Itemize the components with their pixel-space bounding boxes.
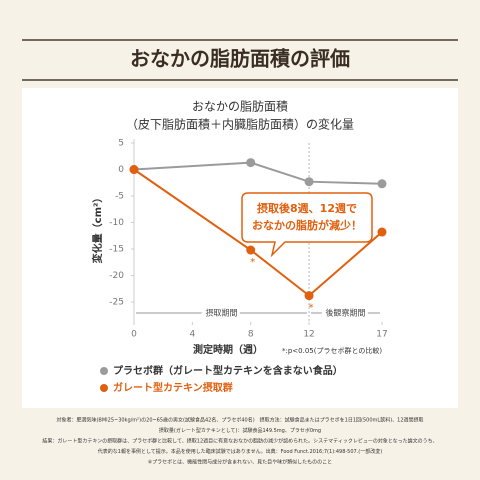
y-tick-label: -15	[109, 245, 124, 255]
legend-label: ガレート型カテキン摂取群	[113, 381, 233, 394]
x-axis-label: 測定時期（週）	[193, 343, 263, 356]
y-tick-label: 5	[118, 139, 124, 149]
footnote: 対象者：肥満気味(BMI25~30kg/m²)の20~65歳の男女(試験食品42…	[56, 417, 423, 424]
data-point	[377, 179, 387, 189]
x-tick-label: 0	[131, 330, 137, 340]
data-point	[377, 227, 387, 237]
period-label: 摂取期間	[206, 308, 238, 318]
x-tick-label: 4	[189, 330, 195, 340]
footnote: 代表的な1報を事例として提示。本品を使用した臨床試験ではありません。出典：Foo…	[98, 448, 382, 455]
footnote: 摂取量(ガレート型カテキンとして)：試験食品149.5mg、プラセボ0mg	[159, 427, 321, 434]
chart-panel	[22, 88, 458, 408]
series-line	[133, 168, 383, 297]
data-point	[246, 245, 256, 255]
callout-text: おなかの脂肪が減少！	[252, 218, 362, 232]
callout-text: 摂取後8週、12週で	[257, 201, 357, 215]
y-tick-label: -25	[109, 298, 124, 308]
callout-box	[241, 192, 373, 258]
data-point	[304, 177, 314, 187]
x-tick-label: 8	[248, 330, 254, 340]
legend-marker	[100, 384, 108, 392]
legend-marker	[100, 367, 108, 375]
y-tick-label: -20	[109, 271, 124, 281]
data-point	[246, 158, 256, 168]
footnotes: 対象者：肥満気味(BMI25~30kg/m²)の20~65歳の男女(試験食品42…	[42, 417, 437, 466]
y-tick-label: -10	[109, 218, 124, 228]
footnote: 結果：ガレート型カテキンの摂取群は、プラセボ群と比較して、摂取12週目に有意なお…	[42, 438, 437, 445]
series-line	[133, 161, 383, 185]
data-point	[304, 291, 314, 301]
x-tick-label: 12	[303, 330, 314, 340]
significance-mark: *	[309, 303, 314, 314]
plot: 5 0 -5 -10 -15 -20 -25 0 4 8 12 17 摂取期間 後観察期間 摂取後8週、12…	[100, 139, 388, 394]
significance-note: *:p<0.05(プラセボ群との比較)	[282, 346, 382, 355]
y-tick-label: -5	[115, 192, 124, 202]
data-point	[129, 165, 139, 174]
chart-title: おなかの脂肪面積	[192, 99, 288, 114]
chart-subtitle: （皮下脂肪面積＋内臓脂肪面積）の変化量	[126, 117, 354, 132]
period-label: 後観察期間	[326, 308, 366, 318]
y-axis-label: 変化量（cm²）	[91, 193, 104, 264]
y-tick-label: 0	[118, 165, 124, 175]
footnote: ※プラセボとは、機能性関与成分が含まれない、見た目や味が類似したもののこと	[148, 459, 332, 466]
significance-mark: *	[250, 257, 255, 268]
legend-label: プラセボ群（ガレート型カテキンを含まない食品）	[113, 364, 343, 377]
page-title: おなかの脂肪面積の評価	[130, 47, 350, 71]
x-tick-label: 17	[376, 330, 387, 340]
